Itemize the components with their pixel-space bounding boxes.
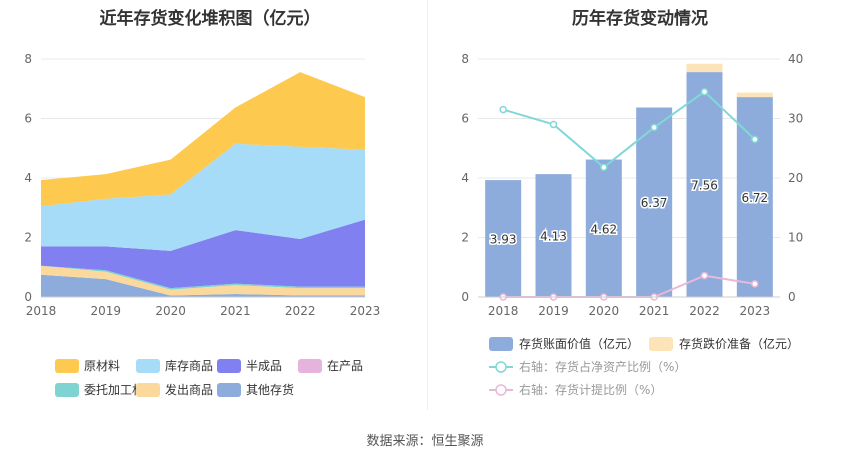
area-semi (41, 219, 365, 289)
point-net-asset-ratio (700, 87, 709, 96)
bar-book-value (636, 107, 673, 298)
legend-swatch-goods (136, 359, 160, 373)
bar-value-label: 3.93 (490, 233, 517, 247)
bar-book-value (535, 174, 572, 297)
x-tick-label: 2022 (285, 304, 316, 318)
y-tick-label: 2 (24, 231, 32, 245)
left-chart-title: 近年存货变化堆积图（亿元） (99, 9, 321, 29)
y-tick-label-left: 2 (461, 231, 469, 245)
bar-reserve (736, 92, 773, 98)
point-net-asset-ratio (600, 163, 608, 172)
bar-book-value (585, 159, 622, 297)
area-goods (41, 143, 365, 251)
y-tick-label-left: 6 (461, 112, 469, 126)
y-tick-label-right: 40 (788, 52, 803, 66)
y-tick-label-right: 30 (788, 112, 803, 126)
bar-value-label: 7.56 (691, 179, 718, 193)
legend-marker-provision (495, 384, 507, 396)
legend-label-reserve: 存货跌价准备（亿元） (679, 336, 799, 351)
x-tick-label: 2023 (740, 304, 771, 318)
y-tick-label-left: 4 (461, 171, 469, 185)
bar-value-label: 4.62 (590, 222, 617, 236)
y-tick-label: 8 (24, 52, 32, 66)
y-tick-label-left: 8 (461, 52, 469, 66)
legend-label-goods: 库存商品 (165, 358, 213, 373)
legend-swatch-shipped (136, 383, 160, 397)
x-tick-label: 2020 (589, 304, 620, 318)
area-other (41, 274, 365, 297)
legend-swatch-reserve (649, 337, 673, 351)
legend-label-wip: 在产品 (327, 359, 363, 373)
y-tick-label-right: 0 (788, 290, 796, 304)
legend-swatch-wip (298, 359, 322, 373)
x-tick-label: 2018 (26, 304, 57, 318)
point-net-asset-ratio (751, 135, 759, 144)
y-tick-label-right: 20 (788, 171, 803, 185)
legend-swatch-other (217, 383, 241, 397)
y-tick-label-left: 0 (461, 290, 469, 304)
point-net-asset-ratio (549, 120, 558, 129)
bar-value-label: 6.37 (641, 196, 668, 210)
legend-swatch-semi (217, 359, 241, 373)
legend-label-provision: 右轴：存货计提比例（%） (519, 382, 662, 397)
legend-swatch-consign (55, 383, 79, 397)
panel-divider (427, 0, 428, 410)
area-raw (41, 72, 365, 207)
legend-label-other: 其他存货 (246, 382, 294, 397)
y-tick-label: 6 (24, 112, 32, 126)
x-tick-label: 2018 (488, 304, 519, 318)
inventory-change-chart: 0 2 4 6 8 0 10 20 30 40 3.93 4.13 4.62 6.37 7.56 6.72 20… (461, 52, 803, 397)
point-provision-ratio (751, 280, 759, 288)
right-chart-title: 历年存货变动情况 (572, 9, 708, 29)
legend-label-raw: 原材料 (84, 359, 120, 373)
x-tick-label: 2021 (639, 304, 670, 318)
x-tick-label: 2022 (689, 304, 720, 318)
y-tick-label-right: 10 (788, 231, 803, 245)
bar-value-label: 6.72 (741, 191, 768, 205)
y-tick-label: 4 (24, 171, 32, 185)
bar-book-value (485, 180, 522, 297)
area-consign (41, 265, 365, 290)
x-tick-label: 2023 (350, 304, 381, 318)
area-shipped (41, 265, 365, 296)
data-source-note: 数据来源：恒生聚源 (366, 434, 484, 449)
legend-label-semi: 半成品 (246, 359, 282, 373)
x-tick-label: 2019 (91, 304, 122, 318)
x-tick-label: 2019 (538, 304, 569, 318)
legend-marker-ratio (495, 361, 507, 373)
legend-label-book-value: 存货账面价值（亿元） (519, 336, 639, 351)
bar-book-value (736, 97, 773, 297)
legend-swatch-raw (55, 359, 79, 373)
stacked-area-chart: 0 2 4 6 8 2018 2019 2020 2021 2022 2023 原材料 库存商品 半成品 在… (24, 52, 381, 397)
bar-reserve (686, 63, 723, 73)
legend-label-shipped: 发出商品 (165, 382, 213, 397)
x-tick-label: 2021 (220, 304, 251, 318)
y-tick-label: 0 (24, 290, 32, 304)
point-net-asset-ratio (650, 123, 658, 132)
point-net-asset-ratio (499, 105, 507, 114)
bar-value-label: 4.13 (540, 230, 567, 244)
bar-book-value (686, 72, 723, 297)
x-tick-label: 2020 (155, 304, 186, 318)
line-inventory-net-asset-ratio (502, 90, 756, 169)
legend-label-ratio: 右轴：存货占净资产比例（%） (519, 359, 686, 374)
point-provision-ratio (700, 271, 709, 280)
legend-swatch-book-value (489, 337, 513, 351)
